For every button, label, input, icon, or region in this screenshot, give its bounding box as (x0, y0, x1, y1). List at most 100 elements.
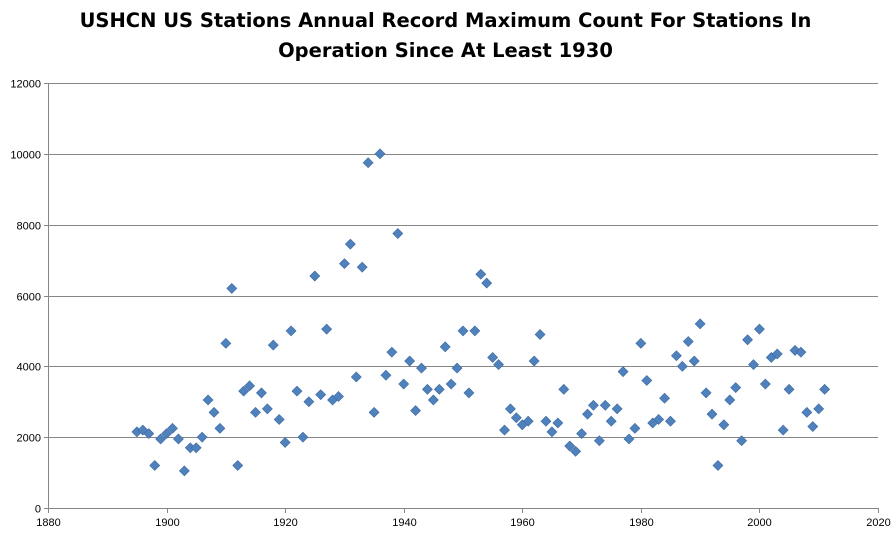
x-tick-label-1960: 1960 (510, 517, 534, 529)
data-point-1996 (730, 382, 742, 394)
data-point-1918 (267, 339, 279, 351)
data-point-1989 (688, 355, 700, 367)
data-point-2009 (807, 421, 819, 432)
data-point-1977 (617, 366, 629, 378)
data-point-1900 (161, 428, 172, 440)
data-point-1925 (309, 270, 321, 282)
data-point-2011 (819, 383, 831, 395)
data-point-1938 (386, 346, 398, 358)
data-point-1976 (611, 403, 623, 415)
data-point-1988 (682, 336, 694, 347)
data-point-1936 (374, 148, 386, 160)
data-point-1903 (178, 465, 190, 477)
data-point-1908 (208, 406, 220, 418)
data-point-1993 (712, 460, 724, 471)
data-point-1901 (167, 422, 178, 434)
data-point-1953 (475, 268, 487, 280)
data-point-1954 (481, 277, 493, 289)
chart-title: USHCN US Stations Annual Record Maximum … (0, 6, 891, 66)
x-axis-tick-labels: 1880 1900 1920 1940 1960 1980 2000 2020 (36, 517, 890, 529)
data-point-1944 (422, 383, 433, 395)
data-point-1921 (285, 325, 297, 337)
data-point-1994 (718, 419, 730, 431)
data-point-1947 (439, 341, 451, 353)
data-point-1961 (522, 415, 534, 427)
data-point-1911 (226, 282, 238, 294)
data-point-1927 (321, 323, 333, 335)
data-point-1926 (315, 389, 327, 401)
data-point-1923 (297, 431, 309, 443)
data-point-1939 (392, 228, 404, 239)
data-point-1975 (605, 415, 617, 427)
data-point-1971 (582, 408, 593, 420)
data-point-1952 (469, 325, 481, 337)
chart-title-line-2: Operation Since At Least 1930 (278, 39, 613, 62)
y-tick-label-2000: 2000 (17, 433, 41, 445)
data-point-1907 (202, 394, 214, 406)
data-point-1934 (362, 157, 374, 169)
y-tick-label-8000: 8000 (17, 221, 41, 233)
data-point-1912 (232, 460, 244, 471)
data-point-1914 (244, 380, 255, 392)
data-point-1924 (303, 396, 315, 408)
data-point-1915 (250, 406, 261, 418)
data-point-1898 (149, 460, 161, 471)
data-points (131, 148, 831, 477)
data-point-1916 (256, 387, 267, 399)
data-point-1920 (279, 437, 291, 448)
data-point-2007 (795, 346, 807, 358)
data-point-1917 (261, 403, 273, 415)
data-point-1922 (291, 385, 303, 397)
y-tick-label-4000: 4000 (17, 362, 41, 374)
data-point-1970 (576, 428, 587, 440)
data-point-1899 (155, 433, 167, 445)
data-point-1990 (694, 318, 706, 330)
data-point-1957 (499, 424, 510, 436)
data-point-1942 (410, 405, 421, 417)
data-point-1902 (173, 433, 184, 445)
x-tick-label-1900: 1900 (155, 517, 179, 529)
data-point-1980 (635, 337, 647, 349)
data-point-1966 (552, 417, 564, 429)
data-point-1973 (593, 435, 605, 447)
data-point-2004 (777, 424, 789, 436)
data-point-1910 (220, 337, 232, 349)
data-point-1962 (528, 355, 540, 367)
data-point-1958 (505, 403, 516, 415)
y-tick-label-12000: 12000 (10, 79, 41, 91)
data-point-1995 (724, 394, 736, 406)
data-point-1998 (742, 334, 753, 346)
y-tick-label-0: 0 (35, 504, 41, 516)
data-point-1931 (344, 238, 356, 250)
data-point-1930 (339, 258, 350, 270)
data-point-1950 (457, 325, 469, 337)
x-tick-label-1880: 1880 (36, 517, 60, 529)
data-point-1940 (398, 378, 410, 390)
x-tick-label-1980: 1980 (629, 517, 653, 529)
data-point-1935 (368, 406, 380, 418)
data-point-1943 (416, 362, 427, 374)
data-point-1945 (427, 394, 439, 406)
axes (44, 83, 879, 513)
data-point-2001 (759, 378, 771, 390)
data-point-2003 (771, 348, 783, 360)
data-point-2008 (801, 406, 813, 418)
x-tick-label-1940: 1940 (392, 517, 416, 529)
data-point-1968 (564, 440, 576, 452)
data-point-1905 (190, 442, 202, 454)
data-point-1967 (558, 383, 570, 395)
x-tick-label-2020: 2020 (866, 517, 890, 529)
data-point-1985 (665, 415, 676, 427)
data-point-1933 (356, 261, 368, 273)
data-point-1978 (623, 433, 635, 445)
data-point-2010 (813, 403, 825, 415)
x-tick-label-2000: 2000 (747, 517, 771, 529)
data-point-1997 (736, 435, 748, 447)
data-point-1946 (433, 383, 445, 395)
data-point-1984 (659, 392, 670, 404)
data-point-1992 (706, 408, 718, 420)
data-point-1941 (404, 355, 416, 367)
chart-title-line-1: USHCN US Stations Annual Record Maximum … (79, 9, 812, 32)
data-point-1919 (273, 414, 285, 425)
